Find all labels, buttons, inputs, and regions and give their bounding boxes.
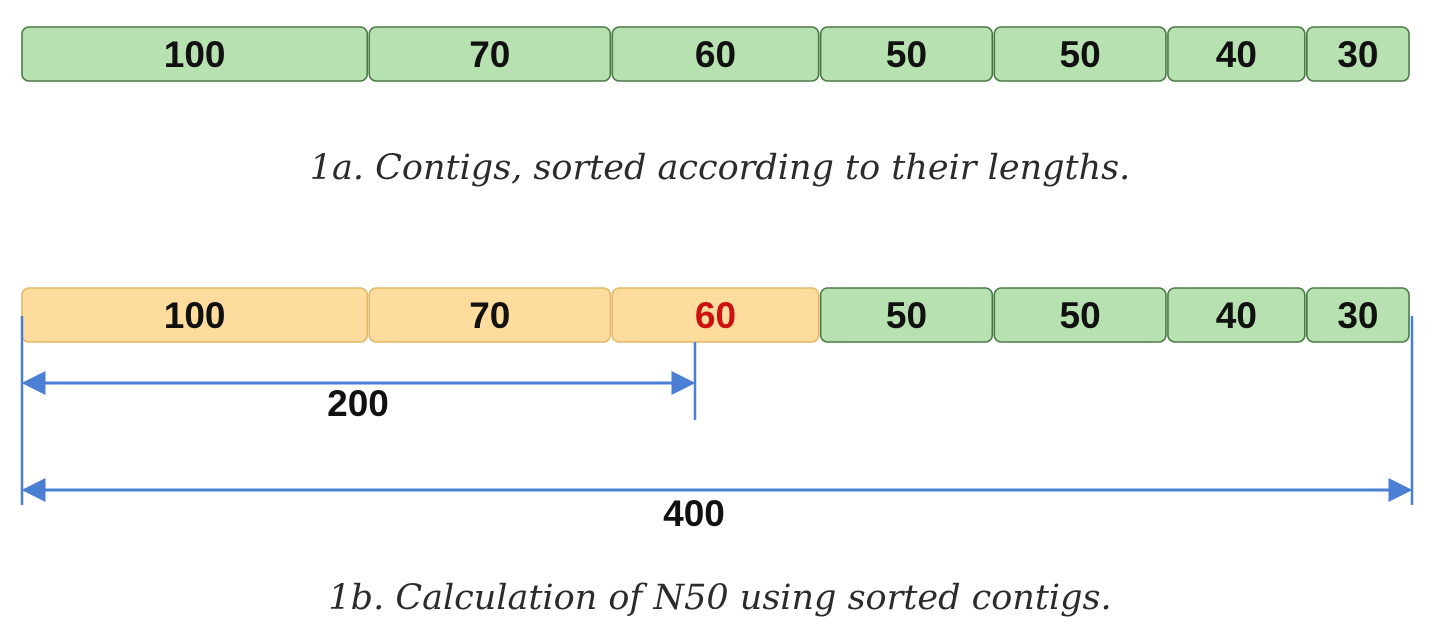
contig-segment: 40 <box>1167 26 1306 82</box>
half-total-label: 200 <box>327 383 389 424</box>
contig-length-label: 70 <box>469 34 510 75</box>
total-label: 400 <box>663 493 725 534</box>
contig-segment: 70 <box>368 287 612 343</box>
contig-length-label: 60 <box>695 295 736 336</box>
contig-row-sorted: 100 70 60 50 50 40 30 <box>21 26 1410 82</box>
contig-length-label: 100 <box>164 34 226 75</box>
contig-segment: 50 <box>993 287 1167 343</box>
figure-1b-caption: 1b. Calculation of N50 using sorted cont… <box>328 578 1112 618</box>
contig-row-n50: 100 70 60 50 50 40 30 <box>21 287 1410 343</box>
contig-segment: 70 <box>368 26 612 82</box>
contig-block <box>611 287 820 343</box>
contig-length-label: 50 <box>886 295 927 336</box>
contig-segment: 50 <box>993 26 1167 82</box>
contig-block <box>993 26 1167 82</box>
contig-block <box>1167 26 1306 82</box>
contig-segment: 60 <box>611 26 820 82</box>
contig-block <box>368 287 612 343</box>
contig-segment: 30 <box>1306 26 1410 82</box>
contig-block <box>1167 287 1306 343</box>
contig-block <box>993 287 1167 343</box>
contig-segment: 50 <box>819 287 994 343</box>
contig-segment: 40 <box>1167 287 1306 343</box>
contig-length-label: 40 <box>1216 34 1257 75</box>
contig-segment: 100 <box>21 287 369 343</box>
contig-length-label: 50 <box>1060 295 1101 336</box>
contig-block <box>368 26 612 82</box>
contig-block <box>819 26 994 82</box>
contig-segment: 60 <box>611 287 820 343</box>
contig-block <box>1306 26 1410 82</box>
contig-length-label: 40 <box>1216 295 1257 336</box>
contig-length-label: 50 <box>886 34 927 75</box>
contig-block <box>819 287 994 343</box>
figure-1a-caption: 1a. Contigs, sorted according to their l… <box>309 148 1131 188</box>
contig-length-label: 60 <box>695 34 736 75</box>
contig-length-label: 100 <box>164 295 226 336</box>
contig-segment: 100 <box>21 26 369 82</box>
contig-length-label: 70 <box>469 295 510 336</box>
contig-length-label: 50 <box>1060 34 1101 75</box>
contig-block <box>21 287 369 343</box>
contig-block <box>21 26 369 82</box>
contig-segment: 50 <box>819 26 994 82</box>
contig-block <box>611 26 820 82</box>
contig-block <box>1306 287 1410 343</box>
length-dimension-lines: 200 400 <box>20 316 1414 534</box>
contig-length-label: 30 <box>1337 34 1378 75</box>
contig-length-label: 30 <box>1337 295 1378 336</box>
contig-segment: 30 <box>1306 287 1410 343</box>
